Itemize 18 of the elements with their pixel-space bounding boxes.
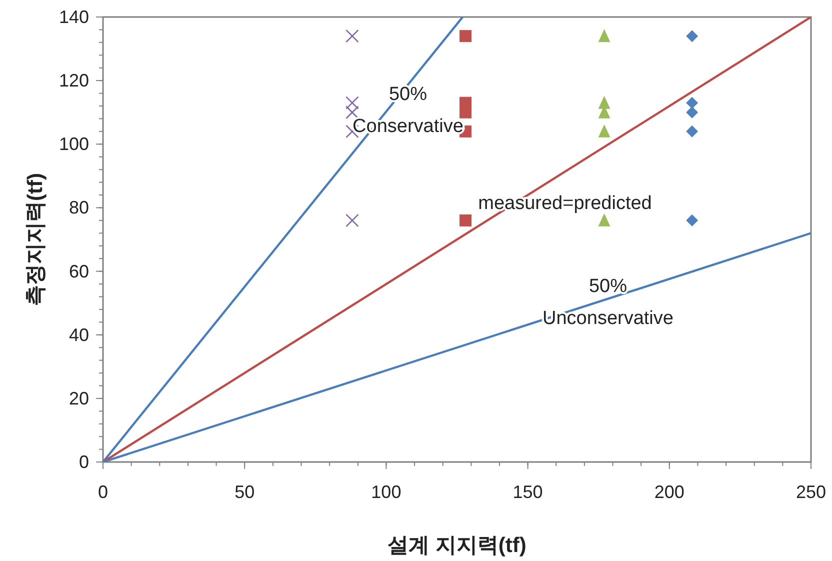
x-tick-label: 100 <box>371 482 402 502</box>
y-axis-title: 측정지지력(tf) <box>24 173 47 306</box>
y-tick-label: 0 <box>78 452 89 472</box>
y-tick-label: 60 <box>68 261 89 282</box>
x-tick-label: 50 <box>234 482 255 502</box>
annotation: 50% <box>588 276 628 297</box>
y-tick-label: 120 <box>58 70 89 91</box>
x-tick-label: 200 <box>654 482 684 502</box>
annotation: Unconservative <box>542 308 674 329</box>
x-tick-label: 0 <box>98 482 108 502</box>
y-tick-label: 20 <box>68 388 89 408</box>
y-tick-label: 80 <box>68 198 89 218</box>
x-tick-label: 250 <box>796 482 826 502</box>
x-tick-label: 150 <box>512 482 543 502</box>
y-tick-label: 40 <box>68 324 89 345</box>
x-axis-title: 설계 지지력(tf) <box>388 534 526 557</box>
y-tick-label: 140 <box>58 7 89 27</box>
y-tick-label: 100 <box>58 134 89 154</box>
